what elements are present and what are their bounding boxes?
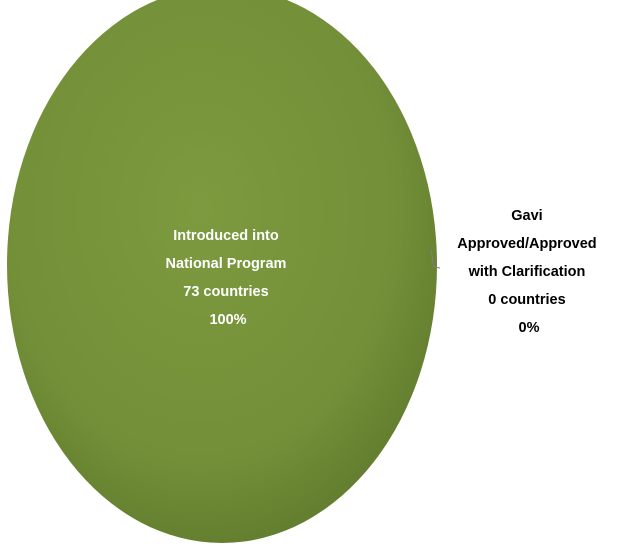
slice-label-gavi-line-1: Gavi [511,208,542,224]
slice-label-introduced: Introduced into National Program 73 coun… [166,228,291,328]
slice-label-introduced-percent: 100% [209,312,246,328]
slice-label-gavi-line-2: Approved/Approved [457,236,596,252]
slice-label-introduced-line-1: Introduced into [173,228,279,244]
pie-slice-introduced [7,0,437,543]
slice-label-gavi: Gavi Approved/Approved with Clarificatio… [457,208,600,336]
slice-label-introduced-line-2: National Program [166,256,287,272]
slice-label-gavi-count: 0 countries [488,292,565,308]
slice-label-gavi-percent: 0% [519,320,540,336]
slice-label-gavi-line-3: with Clarification [468,264,586,280]
slice-label-introduced-count: 73 countries [183,284,268,300]
leader-line-gavi [430,249,441,269]
